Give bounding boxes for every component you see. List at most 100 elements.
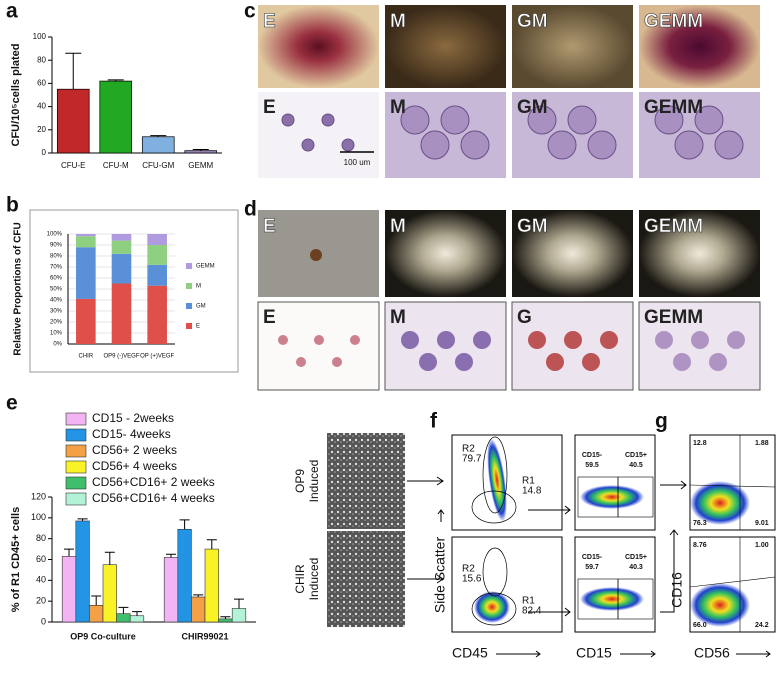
cell <box>341 138 355 152</box>
x-tick-label: CHIR <box>78 354 93 360</box>
y-tick-label: 80 <box>37 55 46 64</box>
image-label: GEMM <box>644 216 703 237</box>
cell <box>400 105 430 135</box>
gate <box>617 476 654 518</box>
flow-plot <box>574 434 656 531</box>
error-bar <box>107 79 124 82</box>
error-bar <box>192 149 209 151</box>
y-tick-label: 40% <box>50 298 63 304</box>
cell <box>547 130 577 160</box>
axis-arrow <box>736 650 771 658</box>
x-tick-label: OP9 (-)VEGF <box>103 354 139 360</box>
image-label: Induced <box>307 558 321 601</box>
bar-segment <box>111 283 132 344</box>
quadrant <box>689 484 776 488</box>
bar-segment <box>76 298 96 344</box>
cell <box>440 105 470 135</box>
bar <box>89 605 104 623</box>
error-bar <box>166 553 176 558</box>
colony <box>310 249 322 261</box>
y-axis-label: Relative Proportions of CFU <box>13 222 24 355</box>
micrographs: E M GM GEMM E M GM GEMM 100 um E M GM GEMM E M G GEMM OP9… <box>257 5 761 627</box>
legend-swatch <box>65 428 87 442</box>
bar-segment <box>111 240 132 254</box>
bar <box>204 548 219 623</box>
y-tick-label: 20 <box>36 596 46 606</box>
cell <box>709 353 727 371</box>
bar <box>99 80 133 154</box>
gate-label: 40.3 <box>629 564 643 571</box>
quadrant-label: 12.8 <box>693 440 707 447</box>
image-label: E <box>263 11 276 32</box>
flow-plot <box>451 536 563 633</box>
image-label: GM <box>517 97 548 118</box>
panel-letters: a b c d e f g <box>6 0 668 433</box>
axis-label: Side Scatter <box>432 537 448 614</box>
y-tick-label: 60% <box>50 276 63 282</box>
bar <box>163 557 179 623</box>
cell <box>655 331 673 349</box>
y-tick-label: 100 <box>31 512 46 522</box>
bar <box>129 615 145 623</box>
quadrant-label: 1.00 <box>755 542 769 549</box>
image-label: E <box>263 97 276 118</box>
density <box>580 485 644 509</box>
image-label: GEMM <box>644 97 703 118</box>
gate-label: R2 <box>462 444 475 455</box>
y-axis-label: CFU/10⁵cells plated <box>10 44 22 147</box>
bar <box>218 618 233 623</box>
cell <box>437 331 455 349</box>
legend-label: CD56+CD16+ 4 weeks <box>92 491 215 505</box>
x-tick-label: CFU-M <box>103 161 129 170</box>
legend-swatch <box>65 476 87 490</box>
bar-segment <box>147 234 167 245</box>
quadrant-label: 8.76 <box>693 542 707 549</box>
gate <box>617 578 654 620</box>
micrograph <box>327 433 405 529</box>
y-tick-label: 120 <box>31 491 46 501</box>
quadrant-label: 1.88 <box>755 440 769 447</box>
gate-label: 15.6 <box>462 574 482 585</box>
panel-letter: f <box>430 410 438 433</box>
micrograph <box>258 5 379 88</box>
axis-arrow <box>496 650 541 658</box>
cell <box>473 331 491 349</box>
arrow <box>660 480 687 490</box>
cell <box>527 105 557 135</box>
y-tick-label: 0 <box>41 616 46 626</box>
cell <box>564 331 582 349</box>
bar <box>231 608 247 623</box>
gate-label: CD15- <box>582 554 603 561</box>
cell <box>314 335 324 345</box>
error-bar <box>132 611 142 616</box>
axis-arrow <box>437 509 445 522</box>
axis-label: CD15 <box>576 645 612 661</box>
error-bar <box>77 518 88 521</box>
gate-label: CD15+ <box>625 452 647 459</box>
bar-segment <box>111 234 132 241</box>
legend-label: CD56+ 2 weeks <box>92 443 177 457</box>
legend-swatch <box>186 283 192 289</box>
x-tick-label: CFU-GM <box>142 161 174 170</box>
axis-label: CD56 <box>694 645 730 661</box>
error-bar <box>91 595 102 606</box>
y-tick-label: 0 <box>42 148 47 157</box>
legend-swatch <box>65 412 87 426</box>
gate-label: 79.7 <box>462 454 482 465</box>
micrograph <box>257 301 380 391</box>
y-tick-label: 70% <box>50 265 63 271</box>
cell <box>350 335 360 345</box>
bar <box>102 564 117 623</box>
arrow <box>660 529 679 613</box>
cell <box>420 130 450 160</box>
cell <box>401 331 419 349</box>
cell <box>332 357 342 367</box>
quadrant-label: 24.2 <box>755 622 769 629</box>
image-label: CHIR <box>293 564 307 594</box>
y-tick-label: 20% <box>50 320 63 326</box>
legend-label: GEMM <box>196 264 215 270</box>
panel-letter: d <box>244 198 257 221</box>
cell <box>714 130 744 160</box>
error-bar <box>118 606 129 614</box>
